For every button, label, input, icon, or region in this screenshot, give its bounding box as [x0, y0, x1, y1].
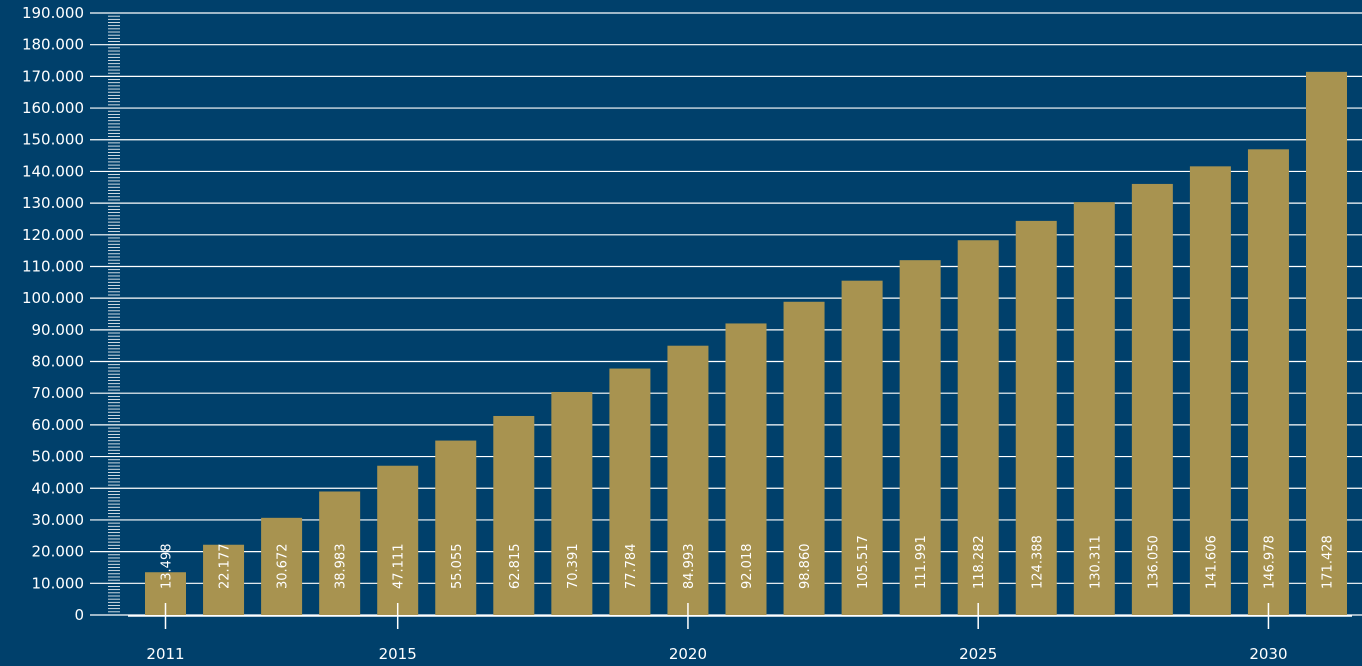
data-label-2022: 98.860	[798, 544, 813, 590]
y-tick-label: 50.000	[32, 448, 85, 466]
y-tick-label: 130.000	[22, 194, 84, 212]
bar-2026	[1015, 220, 1057, 615]
bar-2018	[551, 391, 593, 615]
bar-2025	[957, 240, 999, 615]
x-tick-label-2030: 2030	[1249, 645, 1287, 663]
data-label-2025: 118.282	[972, 535, 987, 589]
x-tick-label-2020: 2020	[669, 645, 707, 663]
bar-2015	[377, 465, 419, 615]
bars	[145, 71, 1347, 616]
data-label-2021: 92.018	[740, 544, 755, 590]
data-label-2017: 62.815	[508, 544, 523, 590]
y-tick-label: 40.000	[32, 479, 85, 497]
y-tick-label: 100.000	[22, 289, 84, 307]
y-tick-label: 70.000	[32, 384, 85, 402]
y-tick-label: 140.000	[22, 162, 84, 180]
data-label-2026: 124.388	[1030, 535, 1045, 589]
data-label-2016: 55.055	[450, 544, 465, 590]
bar-2019	[609, 368, 651, 615]
bar-2022	[783, 301, 825, 615]
data-label-2031: 171.428	[1321, 535, 1336, 589]
bar-2014	[319, 491, 361, 615]
data-label-2020: 84.993	[682, 544, 697, 590]
bar-2024	[899, 260, 941, 615]
data-label-2029: 141.606	[1204, 535, 1219, 589]
y-tick-label: 0	[74, 606, 84, 624]
bar-2029	[1189, 166, 1231, 615]
y-tick-label: 180.000	[22, 36, 84, 54]
y-tick-label: 30.000	[32, 511, 85, 529]
y-tick-label: 160.000	[22, 99, 84, 117]
bar-2031	[1306, 71, 1347, 615]
bar-2023	[841, 280, 883, 615]
y-tick-label: 60.000	[32, 416, 85, 434]
bar-2027	[1073, 202, 1115, 616]
data-label-2030: 146.978	[1262, 535, 1277, 589]
data-label-2023: 105.517	[856, 535, 871, 589]
x-axis: 2011 2015 2020 2025 2030	[128, 603, 1352, 663]
x-tick-label-2015: 2015	[379, 645, 417, 663]
data-labels: 13.498 22.177 30.672 38.983 47.111 55.055 62.8…	[160, 535, 1336, 589]
y-tick-label: 90.000	[32, 321, 85, 339]
y-axis-tick-labels: 0 10.000 20.000 30.000 40.000 50.000 60.000 70.…	[22, 4, 84, 624]
x-tick-label-2025: 2025	[959, 645, 997, 663]
data-label-2028: 136.050	[1146, 535, 1161, 589]
y-tick-label: 170.000	[22, 67, 84, 85]
y-tick-label: 20.000	[32, 543, 85, 561]
bar-2030	[1247, 149, 1289, 615]
bar-2028	[1131, 183, 1173, 615]
data-label-2013: 30.672	[276, 544, 291, 590]
data-label-2011: 13.498	[160, 544, 175, 590]
y-tick-label: 110.000	[22, 257, 84, 275]
bar-2012	[203, 544, 245, 615]
y-tick-label: 150.000	[22, 131, 84, 149]
y-tick-label: 120.000	[22, 226, 84, 244]
data-label-2019: 77.784	[624, 544, 639, 590]
data-label-2012: 22.177	[218, 544, 233, 590]
bar-2013	[261, 517, 303, 615]
data-label-2024: 111.991	[914, 535, 929, 589]
data-label-2015: 47.111	[392, 544, 407, 590]
bar-2020	[667, 345, 709, 615]
bar-2017	[493, 415, 535, 615]
data-label-2018: 70.391	[566, 544, 581, 590]
bar-2016	[435, 440, 477, 615]
y-tick-label: 80.000	[32, 353, 85, 371]
y-axis-minor-ticks	[108, 12, 120, 616]
data-label-2027: 130.311	[1088, 535, 1103, 589]
data-label-2014: 38.983	[334, 544, 349, 590]
y-tick-label: 190.000	[22, 4, 84, 22]
bar-2021	[725, 323, 767, 615]
y-tick-label: 10.000	[32, 574, 85, 592]
x-tick-label-2011: 2011	[146, 645, 184, 663]
